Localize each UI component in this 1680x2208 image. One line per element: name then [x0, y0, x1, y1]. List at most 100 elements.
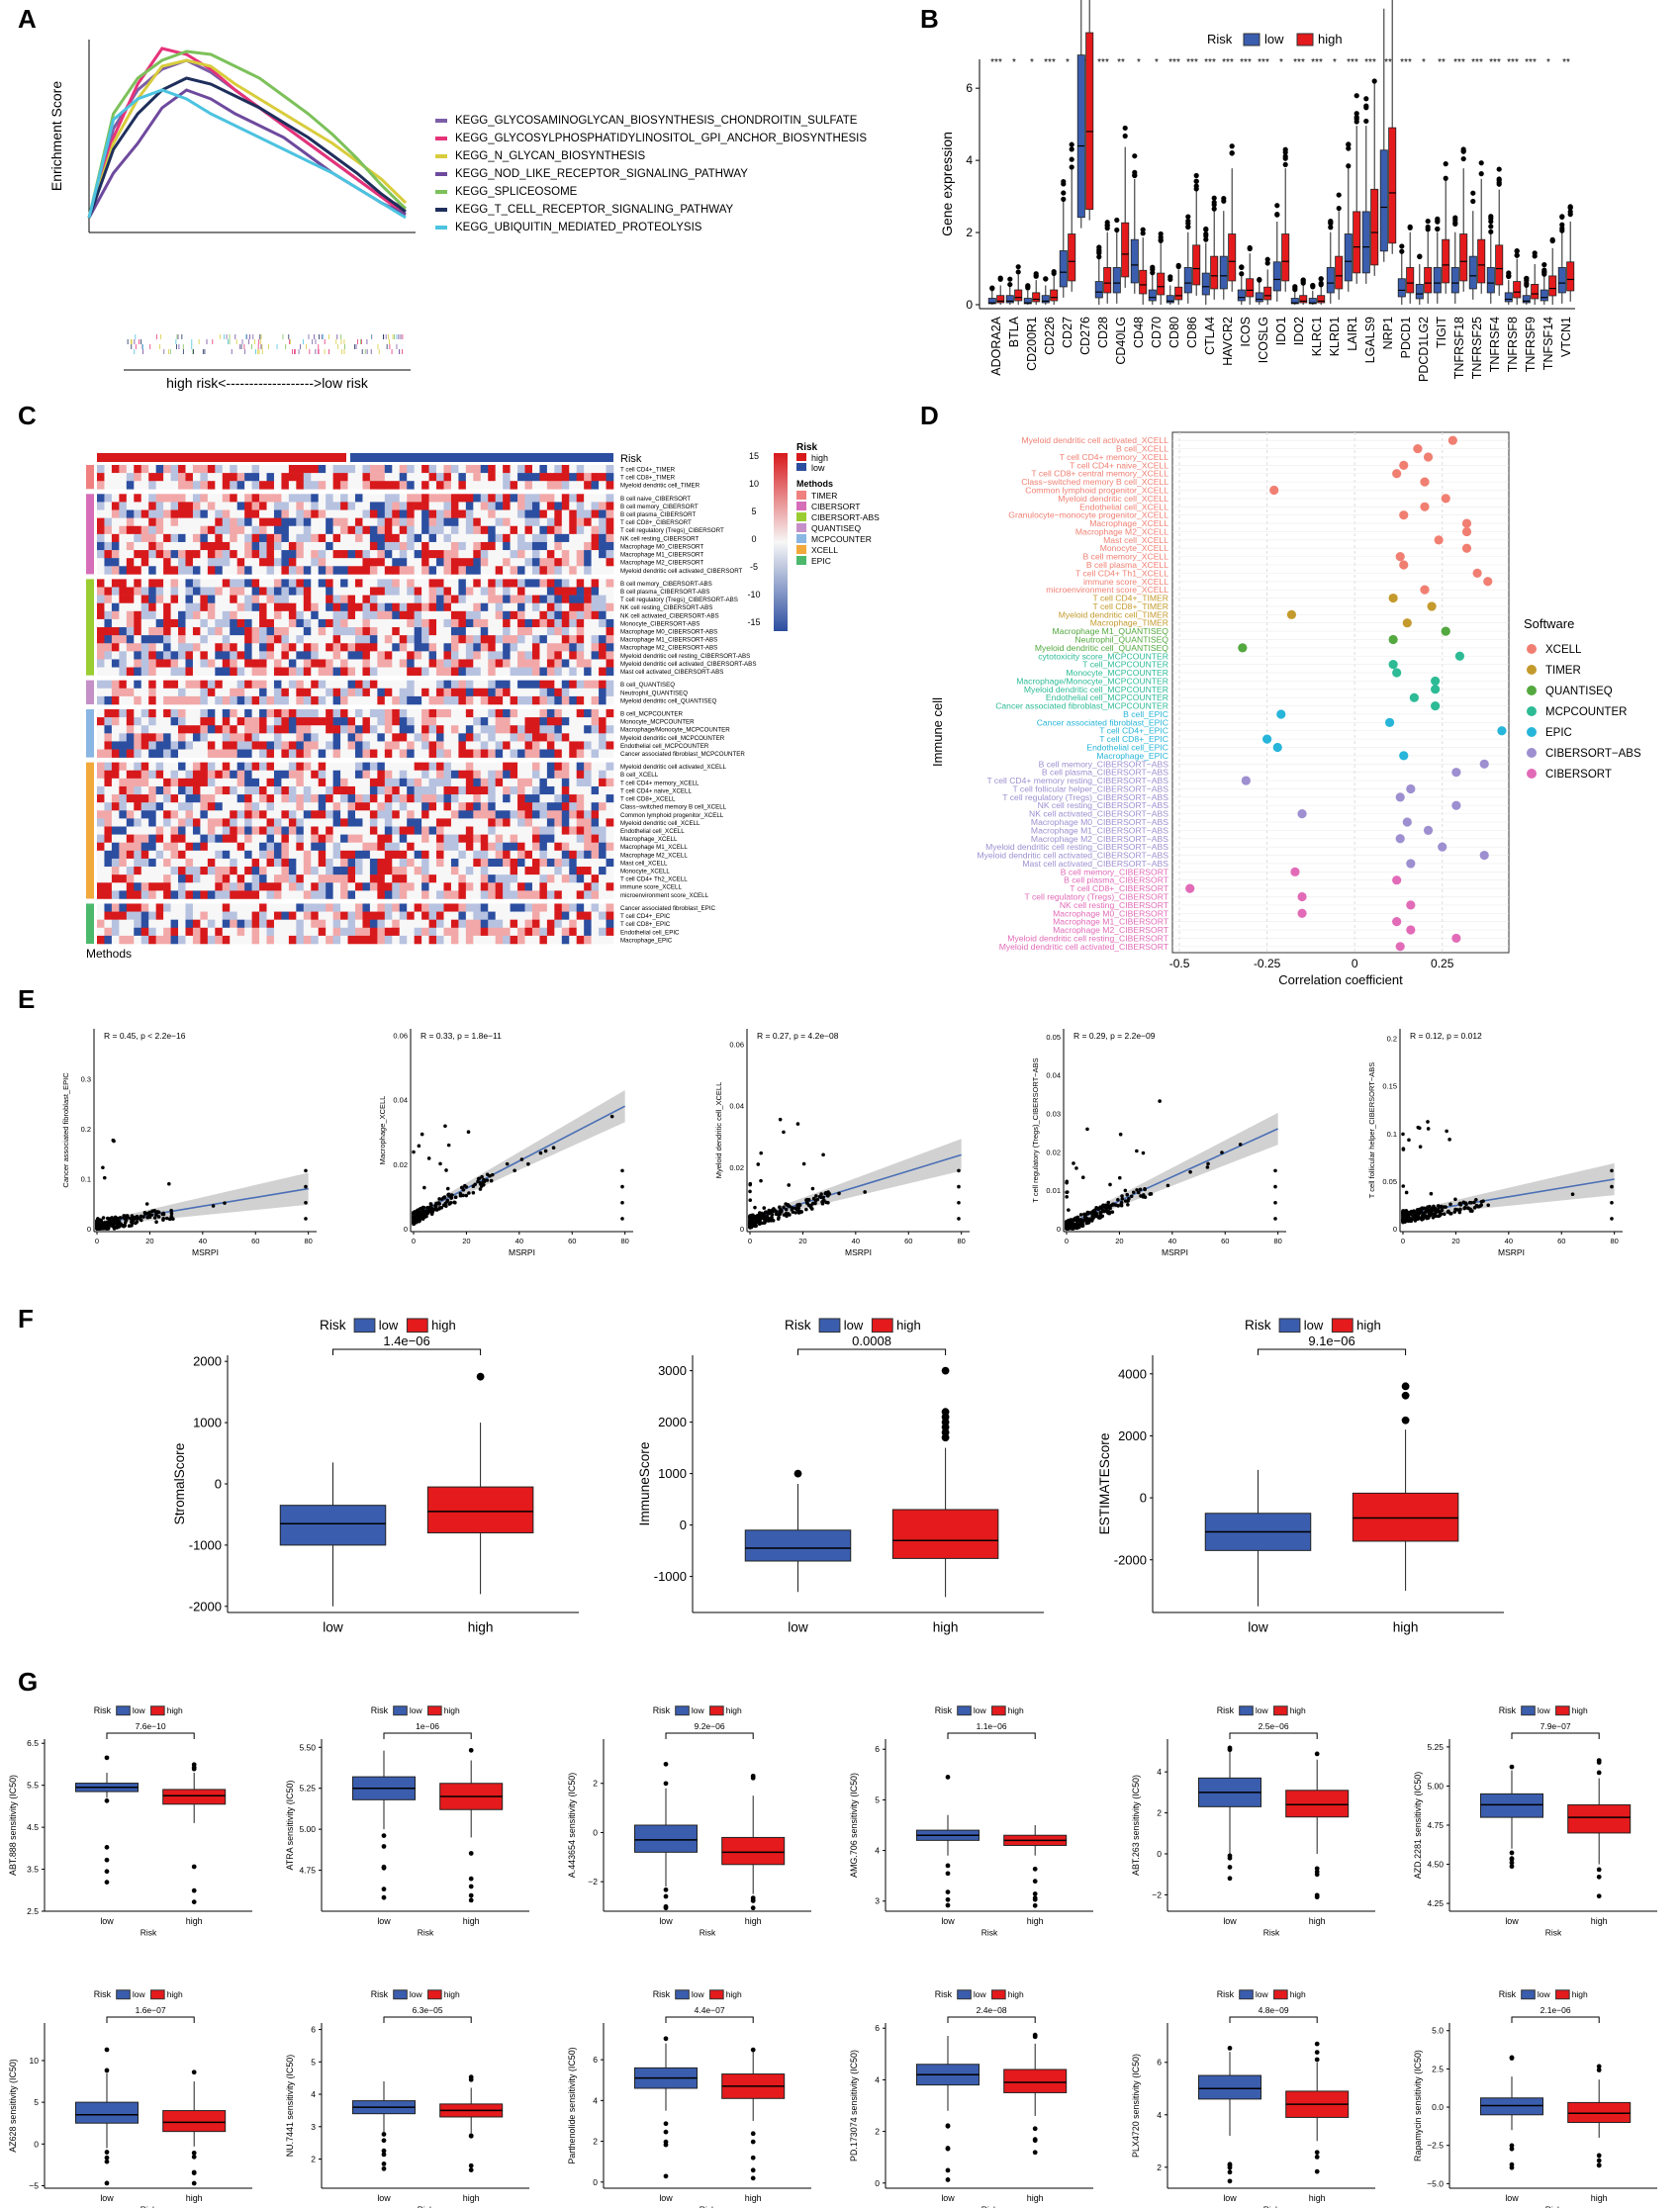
correlation-point	[1399, 751, 1409, 761]
heat-cell	[340, 680, 348, 690]
cell-label: T cell CD4+ memory resting_CIBERSORT−ABS	[986, 776, 1168, 785]
heat-cell	[407, 541, 415, 551]
heat-cell	[443, 651, 452, 660]
heat-cell	[170, 903, 179, 912]
heat-cell	[488, 595, 496, 604]
heat-cell	[554, 465, 563, 474]
heat-cell	[407, 858, 415, 868]
heat-cell	[450, 651, 459, 660]
heat-cell	[421, 643, 429, 652]
heat-cell	[554, 741, 563, 750]
correlation-point	[1479, 850, 1489, 861]
heat-cell	[465, 785, 474, 795]
heat-cell	[273, 709, 282, 718]
heat-cell	[465, 903, 474, 912]
heat-cell	[399, 890, 408, 899]
heat-cell	[97, 566, 105, 575]
heat-cell	[421, 874, 429, 883]
row-label: microenvironment score_XCELL	[620, 892, 709, 899]
heat-cell	[251, 610, 260, 620]
heat-cell	[332, 919, 341, 929]
cell-label: B cell memory_CIBERSORT−ABS	[1039, 759, 1169, 769]
heat-cell	[119, 927, 128, 937]
heat-cell	[326, 610, 333, 620]
heat-cell	[126, 778, 135, 787]
heat-cell	[259, 762, 267, 772]
heat-cell	[584, 826, 592, 835]
heat-cell	[443, 610, 452, 620]
heat-cell	[428, 602, 437, 612]
heat-cell	[155, 733, 164, 742]
color-scale-tick: 0	[751, 534, 756, 544]
low-box	[1166, 295, 1174, 304]
heat-cell	[281, 473, 290, 482]
heat-cell	[163, 834, 171, 844]
heat-cell	[244, 890, 252, 899]
heat-cell	[326, 602, 333, 612]
heat-cell	[340, 911, 348, 920]
heat-cell	[347, 890, 356, 899]
heat-cell	[599, 785, 607, 795]
legend-label: TIMER	[1545, 665, 1581, 677]
heat-cell	[606, 834, 614, 844]
heat-cell	[296, 794, 305, 803]
heat-cell	[178, 659, 186, 668]
heat-cell	[163, 802, 171, 811]
heat-cell	[244, 733, 252, 742]
heat-cell	[303, 550, 312, 559]
heat-cell	[148, 826, 156, 835]
heat-cell	[126, 651, 135, 660]
heat-cell	[362, 749, 371, 758]
heat-cell	[436, 890, 444, 899]
heat-cell	[97, 550, 105, 559]
heat-cell	[414, 517, 422, 527]
heat-cell	[215, 525, 224, 535]
x-tick-label: CD226	[1043, 317, 1057, 355]
heat-cell	[244, 919, 252, 929]
heat-cell	[591, 618, 600, 628]
heat-cell	[606, 890, 614, 899]
heat-cell	[311, 927, 320, 937]
heat-cell	[288, 733, 297, 742]
heat-cell	[428, 494, 437, 503]
heat-cell	[569, 541, 578, 551]
legend-swatch-2	[435, 154, 447, 158]
heat-cell	[576, 558, 585, 567]
heat-cell	[303, 858, 312, 868]
heat-cell	[185, 903, 194, 912]
heat-cell	[266, 695, 275, 705]
heat-cell	[236, 749, 245, 758]
heat-cell	[480, 481, 489, 490]
heat-cell	[236, 890, 245, 899]
heat-cell	[561, 778, 570, 787]
heat-cell	[546, 903, 555, 912]
low-outlier	[1363, 105, 1369, 111]
heat-cell	[332, 709, 341, 718]
heat-cell	[539, 525, 548, 535]
heat-cell	[281, 695, 290, 705]
heat-cell	[155, 867, 164, 875]
heat-cell	[554, 890, 563, 899]
heat-cell	[377, 867, 386, 875]
heat-cell	[281, 659, 290, 668]
cell-label: Cancer associated fibroblast_MCPCOUNTER	[995, 701, 1168, 711]
heat-cell	[399, 566, 408, 575]
heat-cell	[531, 818, 540, 827]
heat-cell	[273, 627, 282, 636]
heat-cell	[473, 517, 482, 527]
heat-cell	[407, 659, 415, 668]
heat-cell	[554, 525, 563, 535]
heat-cell	[392, 541, 401, 551]
heat-cell	[407, 802, 415, 811]
heat-cell	[531, 935, 540, 945]
heat-cell	[119, 525, 128, 535]
legend-label: CIBERSORT−ABS	[1545, 748, 1641, 760]
low-outlier	[1150, 270, 1156, 276]
heat-cell	[192, 635, 201, 644]
heat-cell	[244, 550, 252, 559]
heat-cell	[517, 688, 525, 697]
heat-cell	[524, 525, 533, 535]
heat-cell	[480, 890, 489, 899]
heat-cell	[355, 834, 363, 844]
heat-cell	[303, 834, 312, 844]
